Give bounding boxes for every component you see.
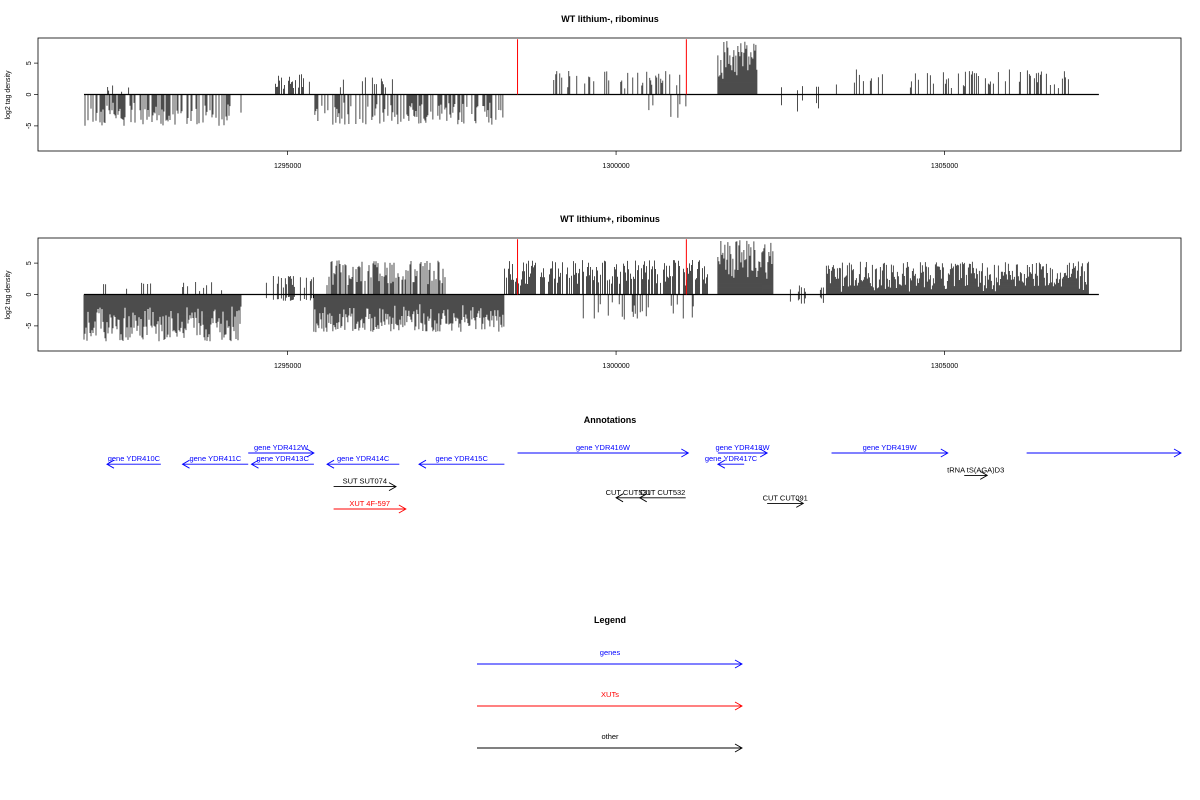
y-tick-label: 5 xyxy=(26,261,33,265)
arrow-head xyxy=(716,459,726,469)
annotation-feature: CUT CUT091 xyxy=(763,493,808,508)
arrow-head xyxy=(250,459,259,469)
arrow-head xyxy=(734,659,743,669)
panel-title: WT lithium+, ribominus xyxy=(560,214,660,224)
arrow-head xyxy=(759,448,769,458)
y-tick-label: 0 xyxy=(26,292,33,296)
annotation-feature: gene YDR411C xyxy=(181,454,249,469)
annotation-feature: gene YDR410C xyxy=(106,454,161,469)
density-bars xyxy=(84,41,1069,126)
annotations-track: Annotations gene YDR410C gene YDR411C gene… xyxy=(106,415,1182,514)
panel-title: WT lithium-, ribominus xyxy=(561,14,659,24)
feature-label: gene YDR413C xyxy=(256,454,309,463)
feature-label: gene YDR414C xyxy=(337,454,390,463)
y-tick-label: 0 xyxy=(26,92,33,96)
annotations-title: Annotations xyxy=(584,415,637,425)
arrow-head xyxy=(388,482,397,491)
legend-entry: XUTs xyxy=(477,690,743,711)
panel-lithium-plus: WT lithium+, ribominus log2 tag density … xyxy=(5,214,1182,370)
arrow-head xyxy=(181,459,190,469)
legend-label: XUTs xyxy=(601,690,619,699)
x-tick-label: 1295000 xyxy=(274,363,301,370)
annotation-feature: gene YDR415C xyxy=(418,454,505,469)
y-tick-label: 5 xyxy=(26,61,33,65)
feature-label: gene YDR416W xyxy=(576,443,631,452)
annotation-feature: tRNA tS(AGA)D3 xyxy=(947,465,1004,480)
x-tick-label: 1300000 xyxy=(602,163,629,170)
annotation-feature: SUT SUT074 xyxy=(333,477,397,491)
feature-label: gene YDR411C xyxy=(189,454,241,463)
arrow-head xyxy=(734,701,743,711)
arrow-head xyxy=(638,493,647,503)
arrow-head xyxy=(796,499,805,508)
feature-label: CUT CUT531 xyxy=(606,488,651,497)
annotation-feature: gene YDR417C xyxy=(705,454,758,469)
arrow-head xyxy=(106,459,115,469)
x-tick-label: 1295000 xyxy=(274,163,301,170)
arrow-head xyxy=(306,448,315,458)
x-tick-label: 1305000 xyxy=(931,363,958,370)
legend-title: Legend xyxy=(594,615,626,625)
feature-label: tRNA tS(AGA)D3 xyxy=(947,465,1004,474)
feature-label: gene YDR410C xyxy=(108,454,161,463)
annotation-feature: gene YDR413C xyxy=(250,454,314,469)
feature-label: CUT CUT532 xyxy=(640,488,685,497)
annotation-feature: gene YDR419W xyxy=(831,443,949,458)
feature-label: gene YDR417C xyxy=(705,454,758,463)
y-axis-label: log2 tag density xyxy=(5,270,12,320)
arrow-head xyxy=(398,504,407,514)
feature-label: CUT CUT091 xyxy=(763,493,808,502)
y-tick-label: -5 xyxy=(26,323,33,329)
y-axis-label: log2 tag density xyxy=(5,70,12,120)
feature-label: gene YDR415C xyxy=(435,454,488,463)
arrow-head xyxy=(615,493,624,503)
arrow-head xyxy=(681,448,690,458)
arrow-head xyxy=(1173,448,1182,458)
feature-label: XUT 4F-597 xyxy=(349,499,390,508)
y-tick-label: -5 xyxy=(26,123,33,129)
annotation-feature xyxy=(1026,448,1182,458)
annotation-feature: gene YDR418W xyxy=(715,443,770,458)
feature-label: gene YDR418W xyxy=(715,443,770,452)
x-tick-label: 1305000 xyxy=(931,163,958,170)
arrow-head xyxy=(734,743,743,753)
legend-label: other xyxy=(601,732,619,741)
annotation-feature: gene YDR416W xyxy=(517,443,690,458)
legend: Legend genes XUTs other xyxy=(477,615,743,753)
annotation-feature: CUT CUT532 xyxy=(638,488,686,503)
feature-label: gene YDR419W xyxy=(863,443,918,452)
annotation-feature: XUT 4F-597 xyxy=(333,499,407,514)
annotation-feature: CUT CUT531 xyxy=(606,488,651,503)
arrow-head xyxy=(979,471,989,480)
arrow-head xyxy=(418,459,427,469)
arrow-head xyxy=(326,459,335,469)
legend-entry: other xyxy=(477,732,743,753)
annotation-feature: gene YDR412W xyxy=(248,443,315,458)
feature-label: gene YDR412W xyxy=(254,443,309,452)
arrow-head xyxy=(940,448,949,458)
legend-label: genes xyxy=(600,648,621,657)
feature-label: SUT SUT074 xyxy=(343,477,387,486)
x-tick-label: 1300000 xyxy=(602,363,629,370)
panel-lithium-minus: WT lithium-, ribominus log2 tag density … xyxy=(5,14,1182,170)
density-bars xyxy=(83,240,1089,342)
legend-entry: genes xyxy=(477,648,743,669)
annotation-feature: gene YDR414C xyxy=(326,454,400,469)
